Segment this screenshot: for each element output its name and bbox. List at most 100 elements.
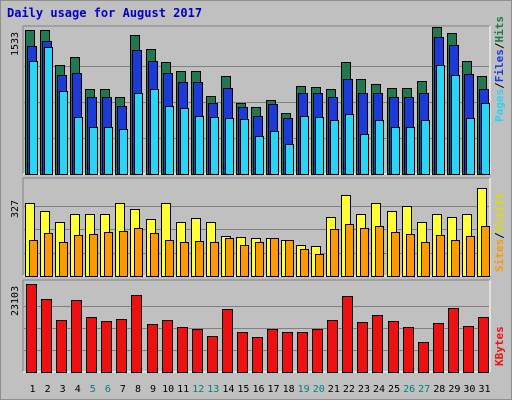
bar-sites-day-17: [270, 238, 279, 277]
x-label-day-3: 3: [60, 384, 66, 395]
bar-kbytes-day-24: [372, 315, 383, 373]
bar-sites-day-20: [315, 254, 324, 277]
bar-pages-day-9: [150, 89, 159, 175]
legend-sep-1: /: [493, 82, 506, 89]
x-label-day-25: 25: [388, 384, 400, 395]
bar-pages-day-1: [29, 61, 38, 175]
bar-sites-day-28: [436, 235, 445, 277]
bar-pages-day-13: [210, 117, 219, 175]
legend-sites: Sites: [493, 238, 506, 272]
x-label-day-12: 12: [192, 384, 204, 395]
bar-kbytes-day-20: [312, 329, 323, 373]
bar-sites-day-22: [345, 224, 354, 277]
x-label-day-28: 28: [433, 384, 445, 395]
bar-kbytes-day-28: [433, 323, 444, 373]
bar-kbytes-day-15: [237, 332, 248, 373]
bar-pages-day-10: [165, 106, 174, 175]
bar-sites-day-9: [150, 233, 159, 277]
bar-sites-day-25: [391, 232, 400, 277]
x-label-day-13: 13: [207, 384, 219, 395]
bar-pages-day-8: [134, 93, 143, 175]
bar-kbytes-day-29: [448, 308, 459, 373]
legend-pages: Pages: [493, 88, 506, 122]
x-label-day-31: 31: [478, 384, 490, 395]
bar-kbytes-day-26: [403, 327, 414, 373]
x-label-day-23: 23: [358, 384, 370, 395]
x-label-day-19: 19: [298, 384, 310, 395]
bar-kbytes-day-17: [267, 329, 278, 373]
bar-pages-day-22: [345, 114, 354, 175]
bar-sites-day-11: [180, 242, 189, 277]
bar-sites-day-29: [451, 240, 460, 277]
bar-pages-day-6: [104, 127, 113, 175]
bar-sites-day-19: [300, 249, 309, 277]
x-label-day-4: 4: [75, 384, 81, 395]
bar-pages-day-19: [300, 116, 309, 175]
bar-sites-day-23: [360, 228, 369, 277]
bar-kbytes-day-13: [207, 336, 218, 373]
bar-sites-day-30: [466, 236, 475, 277]
legend-middle: Sites/Visits: [493, 193, 506, 273]
bar-pages-day-26: [406, 127, 415, 175]
bar-sites-day-8: [134, 228, 143, 277]
x-label-day-30: 30: [463, 384, 475, 395]
bar-kbytes-day-21: [327, 320, 338, 373]
x-label-day-17: 17: [268, 384, 280, 395]
bar-pages-day-2: [44, 47, 53, 175]
bar-sites-day-2: [44, 233, 53, 277]
x-label-day-29: 29: [448, 384, 460, 395]
bar-pages-day-21: [330, 120, 339, 175]
legend-top: Pages/Files/Hits: [493, 16, 506, 122]
bar-pages-day-28: [436, 65, 445, 175]
legend-files: Files: [493, 49, 506, 83]
bar-kbytes-day-10: [162, 320, 173, 373]
bar-sites-day-1: [29, 240, 38, 277]
bar-kbytes-day-11: [177, 327, 188, 373]
bar-pages-day-16: [255, 136, 264, 175]
bar-sites-day-16: [255, 242, 264, 277]
x-label-day-6: 6: [105, 384, 111, 395]
x-label-day-2: 2: [45, 384, 51, 395]
bar-pages-day-31: [481, 103, 490, 175]
bar-pages-day-4: [74, 117, 83, 175]
x-label-day-11: 11: [177, 384, 189, 395]
bar-sites-day-6: [104, 232, 113, 277]
bar-sites-day-27: [421, 242, 430, 277]
bar-kbytes-day-25: [388, 321, 399, 373]
bar-pages-day-29: [451, 75, 460, 175]
bar-pages-day-23: [360, 134, 369, 175]
bar-sites-day-18: [285, 240, 294, 277]
x-label-day-16: 16: [252, 384, 264, 395]
bar-pages-day-24: [375, 120, 384, 175]
bar-kbytes-day-22: [342, 296, 353, 373]
top-panel-max-label: 1533: [10, 31, 21, 56]
middle-panel-max-label: 327: [10, 199, 21, 218]
bar-sites-day-13: [210, 242, 219, 277]
bar-sites-day-12: [195, 241, 204, 277]
x-label-day-1: 1: [30, 384, 36, 395]
bar-kbytes-day-30: [463, 326, 474, 373]
bar-pages-day-30: [466, 118, 475, 175]
bar-sites-day-26: [406, 234, 415, 277]
legend-sep-3: /: [493, 232, 506, 239]
bar-sites-day-5: [89, 234, 98, 277]
bar-pages-day-5: [89, 127, 98, 175]
bar-kbytes-day-9: [147, 324, 158, 373]
bar-kbytes-day-6: [101, 321, 112, 373]
bar-sites-day-4: [74, 235, 83, 277]
bar-pages-day-11: [180, 108, 189, 175]
bar-sites-day-21: [330, 229, 339, 277]
bar-sites-day-24: [375, 226, 384, 277]
bar-kbytes-day-1: [26, 284, 37, 373]
bar-sites-day-15: [240, 245, 249, 277]
x-label-day-21: 21: [328, 384, 340, 395]
x-label-day-5: 5: [90, 384, 96, 395]
legend-bottom: KBytes: [493, 326, 506, 366]
x-label-day-15: 15: [237, 384, 249, 395]
bar-kbytes-day-8: [131, 295, 142, 373]
bar-pages-day-3: [59, 91, 68, 175]
bar-kbytes-day-18: [282, 332, 293, 373]
bar-pages-day-18: [285, 144, 294, 175]
x-label-day-7: 7: [120, 384, 126, 395]
